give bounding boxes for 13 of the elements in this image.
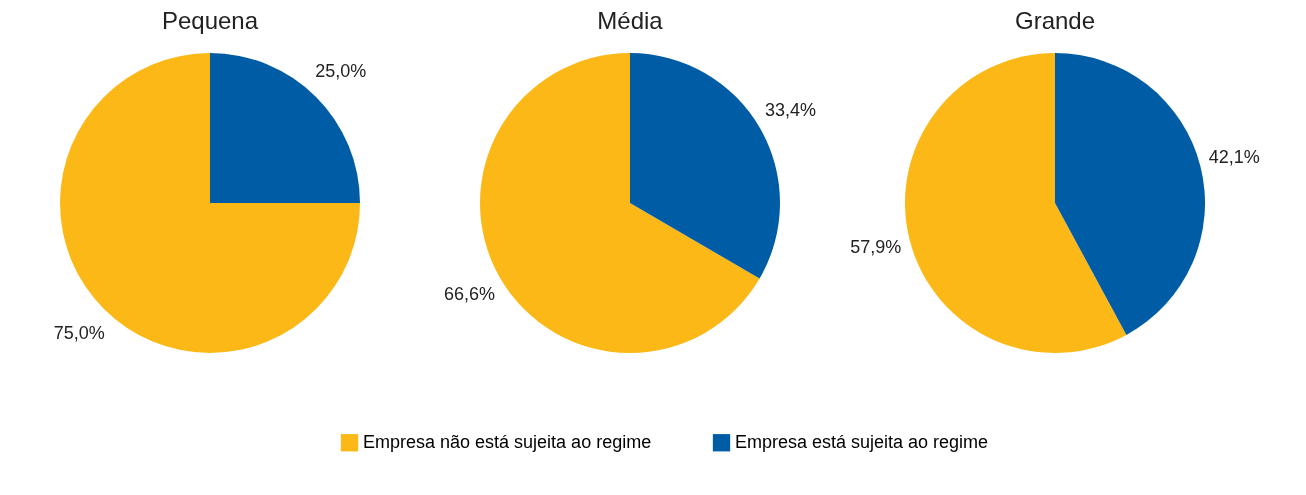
data-label: 66,6% <box>444 284 496 305</box>
chart-title: Pequena <box>161 7 259 34</box>
data-label: 75,0% <box>53 322 105 343</box>
pie-slice <box>905 53 1127 353</box>
pie-slice <box>1055 53 1205 335</box>
data-label: 57,9% <box>850 237 902 258</box>
legend-label: Empresa não está sujeita ao regime <box>363 431 652 452</box>
chart-title: Grande <box>1014 7 1096 34</box>
data-label: 33,4% <box>764 99 816 120</box>
data-label: 25,0% <box>315 61 367 82</box>
legend-label: Empresa está sujeita ao regime <box>735 431 989 452</box>
data-label: 42,1% <box>1208 146 1260 167</box>
chart-title: Média <box>597 7 664 34</box>
